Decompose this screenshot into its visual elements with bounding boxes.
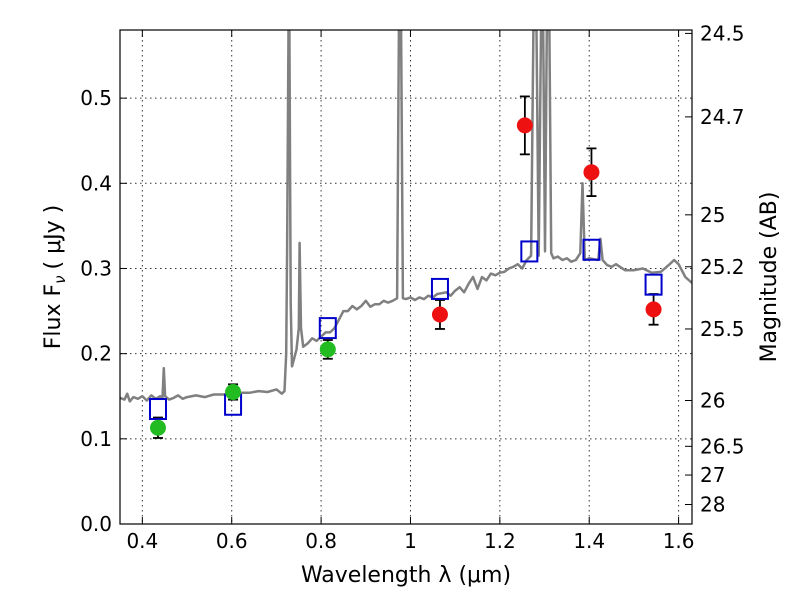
x-axis-label: Wavelength λ (μm) [301,563,511,588]
right-axis-label: Magnitude (AB) [757,192,782,363]
model-square-marker [148,398,167,421]
model-square-marker [582,238,601,261]
spectrum-layer [120,30,692,403]
y-tick-label: 0.2 [80,342,112,366]
right-tick-label: 25.5 [700,317,745,341]
right-tick-label: 25.2 [700,255,745,279]
x-tick-label: 0.8 [305,529,337,553]
y-tick-label: 0.1 [80,427,112,451]
y-axis-right: 24.5 24.7 25 25.2 25.5 26 26.5 27 28 [685,21,745,516]
y-tick-label: 0.4 [80,171,112,195]
observed-point-marker [431,306,448,323]
x-tick-label: 0.6 [216,529,248,553]
right-axis-label-group: Magnitude (AB) [757,192,782,363]
right-tick-label: 24.7 [700,105,745,129]
x-tick-label: 1.4 [573,529,605,553]
y-axis-label: Flux Fν ( μJy ) [41,205,69,349]
model-square-marker [644,273,663,296]
right-tick-label: 27 [700,463,725,487]
y-axis-left: 0.0 0.1 0.2 0.3 0.4 0.5 [80,86,127,536]
y-axis-label-units: ( μJy ) [41,205,66,270]
y-axis-label-group: Flux Fν ( μJy ) [41,205,69,349]
observed-point-marker [319,341,336,358]
x-tick-label: 1.6 [663,529,695,553]
spectrum-line [120,30,692,403]
observed-point-marker [225,383,242,400]
model-square-marker [430,277,449,300]
x-tick-label: 1.2 [484,529,516,553]
right-tick-label: 28 [700,492,725,516]
model-square-marker [318,317,337,340]
observed-point-marker [583,164,600,181]
x-axis: 0.4 0.6 0.8 1 1.2 1.4 1.6 [126,30,695,553]
y-axis-label-main: Flux F [41,284,66,349]
observed-point-marker [516,117,533,134]
x-tick-label: 0.4 [126,529,158,553]
observed-point-marker [149,419,166,436]
plot-frame [119,29,693,525]
marker-layer [148,95,663,439]
right-tick-label: 25 [700,203,725,227]
right-tick-label: 26 [700,389,725,413]
y-tick-label: 0.0 [80,512,112,536]
right-tick-label: 24.5 [700,21,745,45]
model-square-marker [520,240,539,263]
x-tick-label: 1 [404,529,417,553]
right-tick-label: 26.5 [700,434,745,458]
y-tick-label: 0.3 [80,256,112,280]
grid-layer [120,30,692,525]
y-tick-label: 0.5 [80,86,112,110]
observed-point-marker [645,301,662,318]
plot-area [120,30,692,439]
y-axis-label-subscript: ν [51,275,69,283]
